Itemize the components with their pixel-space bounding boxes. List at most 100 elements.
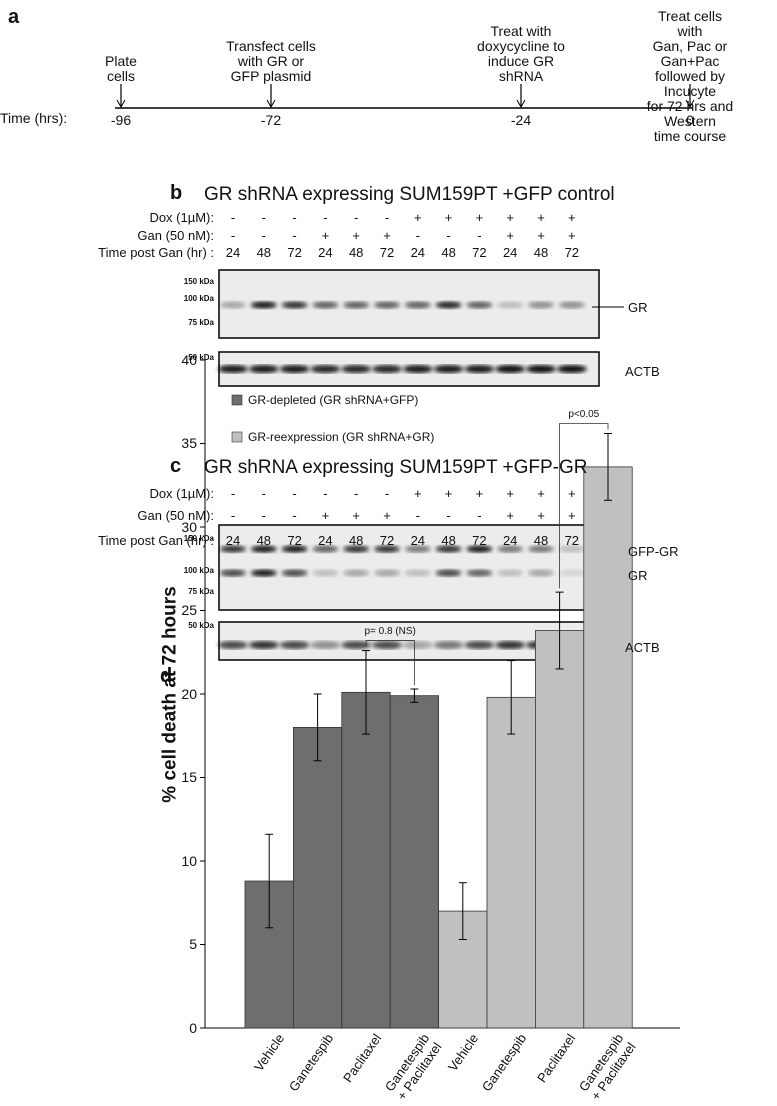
error-bar [265, 833, 274, 929]
y-axis-label: % cell death at 72 hours [159, 585, 181, 803]
blot-band [218, 365, 248, 373]
arrow-head [516, 99, 526, 109]
band-label: GFP-GR [628, 543, 679, 559]
lane-condition: - [261, 227, 266, 243]
blot-band [433, 641, 464, 649]
lane-condition: + [506, 507, 514, 523]
blot-band [435, 545, 462, 553]
band-label: GR [628, 299, 648, 315]
lane-condition: 24 [502, 532, 518, 548]
lane-condition: 72 [379, 244, 395, 260]
blot-band [250, 301, 277, 309]
blot-band [374, 545, 400, 553]
lane-condition: 24 [225, 532, 241, 548]
y-tick-label: 40 [181, 351, 197, 368]
kda-marker: 100 kDa [183, 293, 214, 303]
blot-band [312, 545, 339, 553]
blot-band [556, 365, 587, 373]
blot-band [343, 545, 370, 553]
panel-label: b [170, 181, 183, 204]
blot-band [528, 301, 554, 309]
panel-label: d [160, 664, 173, 687]
y-tick-label: 15 [181, 769, 197, 785]
blot-band [526, 365, 556, 373]
lane-condition: + [506, 485, 514, 501]
lane-condition: + [537, 209, 545, 225]
error-bar [362, 650, 370, 735]
blot-band [558, 569, 585, 577]
kda-marker: 150 kDa [183, 276, 214, 286]
kda-marker: 50 kDa [188, 620, 214, 630]
panel-label: c [170, 454, 182, 477]
error-bar [507, 660, 516, 735]
time-label: Time (hrs): [0, 109, 68, 126]
blot-band [464, 365, 495, 373]
lane-condition: 48 [256, 532, 272, 548]
row-label: Time post Gan (hr) : [98, 244, 214, 260]
lane-condition: 72 [564, 532, 580, 548]
lane-condition: + [414, 209, 422, 225]
legend-label: GR-reexpression (GR shRNA+GR) [248, 429, 435, 444]
lane-condition: + [352, 507, 360, 523]
lane-condition: - [477, 227, 482, 243]
blot-band [279, 641, 310, 649]
blot-band [250, 545, 277, 553]
lane-condition: 48 [533, 532, 549, 548]
bar [535, 630, 585, 1029]
blot-band [218, 641, 248, 649]
lane-condition: - [446, 227, 451, 243]
lane-condition: + [321, 227, 330, 243]
blot-band [281, 301, 308, 309]
kda-marker: 75 kDa [188, 586, 214, 596]
lane-condition: - [292, 209, 297, 225]
loading-control: ACTB [625, 639, 660, 655]
lane-condition: - [354, 209, 359, 225]
blot-band [312, 301, 339, 309]
blot-band [495, 641, 526, 649]
lane-condition: + [475, 209, 484, 225]
lane-condition: + [444, 485, 453, 501]
event-text: Transfect cells with GR or GFP plasmid [226, 37, 316, 84]
blot-band [248, 365, 279, 373]
arrow-head [266, 99, 276, 109]
blot-band [466, 301, 493, 309]
event-text: Plate cells [105, 52, 137, 84]
lane-condition: 48 [348, 532, 364, 548]
bar [486, 696, 536, 1029]
lane-condition: - [384, 209, 390, 225]
y-tick-label: 30 [181, 518, 197, 535]
blot-band [466, 545, 493, 553]
blot-band [497, 569, 524, 577]
kda-marker: 150 kDa [183, 533, 214, 543]
row-label: Gan (50 nM): [137, 507, 214, 523]
lane-condition: - [446, 507, 451, 523]
kda-marker: 75 kDa [188, 317, 214, 327]
error-bar [410, 688, 419, 703]
legend-label: GR-depleted (GR shRNA+GFP) [248, 392, 419, 407]
lane-condition: - [230, 227, 236, 243]
lane-condition: 72 [564, 244, 580, 260]
lane-condition: 24 [410, 244, 426, 260]
arrow-head [116, 99, 126, 109]
event-text: Treat cells with Gan, Pac or Gan+Pac fol… [646, 7, 734, 144]
lane-condition: - [230, 507, 236, 523]
event-time: -72 [260, 111, 282, 128]
error-bar [604, 432, 612, 501]
blot-band [312, 569, 339, 577]
y-tick-label: 5 [189, 936, 197, 952]
lane-condition: - [230, 485, 236, 501]
lane-condition: - [292, 227, 297, 243]
blot-band [402, 641, 433, 649]
y-tick-label: 10 [181, 852, 197, 869]
lane-condition: - [292, 507, 297, 523]
blot-band [404, 569, 431, 577]
significance-bracket [365, 640, 415, 685]
lane-condition: 24 [318, 244, 333, 260]
lane-condition: + [568, 485, 576, 501]
lane-condition: + [537, 507, 545, 523]
event-text: Treat with doxycycline to induce GR shRN… [477, 22, 565, 84]
kda-marker: 100 kDa [183, 565, 214, 575]
significance-bracket [559, 423, 609, 589]
blot-band [558, 545, 585, 553]
lane-condition: - [261, 485, 266, 501]
